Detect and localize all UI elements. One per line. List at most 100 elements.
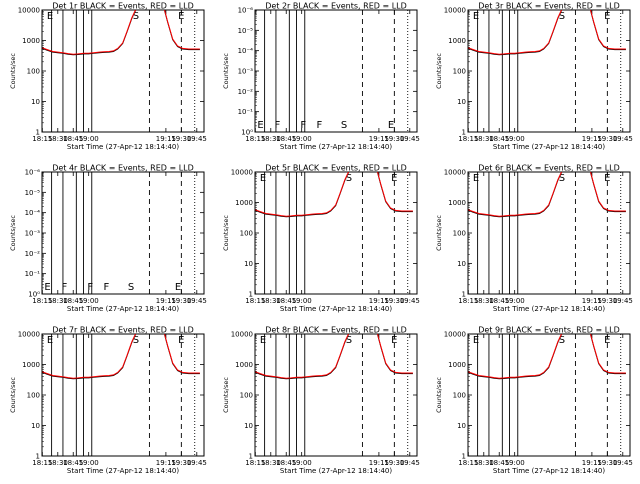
plot-frame bbox=[41, 171, 205, 295]
x-tick-label: 19:30 bbox=[597, 297, 617, 305]
x-tick-label: 19:45 bbox=[400, 459, 420, 467]
panel-det-3: Det 3r BLACK = Events, RED = LLD 1 10 100 10… bbox=[435, 2, 633, 152]
x-tick-label: 19:15 bbox=[582, 459, 602, 467]
x-tick-label: 19:45 bbox=[613, 297, 633, 305]
event-annotation: F bbox=[300, 120, 306, 131]
x-tick-label: 18:45 bbox=[489, 135, 509, 143]
x-tick-label: 19:15 bbox=[156, 135, 176, 143]
x-tick-label: 19:00 bbox=[292, 297, 312, 305]
panel-title: Det 6r BLACK = Events, RED = LLD bbox=[478, 164, 620, 173]
x-tick-label: 19:30 bbox=[171, 459, 191, 467]
y-axis-label: Counts/sec bbox=[435, 377, 443, 413]
series-lld bbox=[42, 334, 200, 379]
y-tick-label: 10 bbox=[457, 422, 466, 430]
x-tick-label: 19:30 bbox=[171, 135, 191, 143]
x-tick-label: 19:45 bbox=[400, 297, 420, 305]
y-tick-label: 10⁻² bbox=[25, 250, 41, 258]
y-tick-label: 10000 bbox=[18, 7, 40, 15]
x-tick-label: 18:30 bbox=[48, 459, 68, 467]
y-tick-label: 10000 bbox=[444, 169, 466, 177]
x-tick-label: 19:15 bbox=[369, 297, 389, 305]
panel-title: Det 2r BLACK = Events, RED = LLD bbox=[265, 2, 407, 11]
y-tick-label: 1 bbox=[462, 129, 466, 137]
event-annotation: E bbox=[604, 173, 610, 184]
event-annotation: E bbox=[388, 120, 394, 131]
y-tick-label: 10⁻⁴ bbox=[238, 47, 254, 55]
x-tick-label: 19:30 bbox=[384, 459, 404, 467]
y-tick-label: 10⁻⁶ bbox=[25, 169, 41, 177]
event-annotation: E bbox=[604, 11, 610, 22]
y-tick-label: 10⁻³ bbox=[25, 230, 41, 238]
y-tick-label: 10 bbox=[31, 422, 40, 430]
y-tick-label: 10⁻⁵ bbox=[25, 189, 41, 197]
event-annotation: S bbox=[559, 173, 565, 184]
series-lld bbox=[468, 334, 626, 379]
event-annotation: E bbox=[391, 335, 397, 346]
x-tick-label: 18:45 bbox=[63, 297, 83, 305]
event-annotation: E bbox=[178, 11, 184, 22]
event-annotation: S bbox=[128, 282, 134, 293]
event-annotation: E bbox=[473, 11, 479, 22]
panel-title: Det 5r BLACK = Events, RED = LLD bbox=[265, 164, 407, 173]
x-axis-label: Start Time (27-Apr-12 18:14:40) bbox=[493, 467, 605, 475]
x-tick-label: 19:30 bbox=[171, 297, 191, 305]
y-tick-label: 10⁻⁴ bbox=[25, 209, 41, 217]
event-annotation: E bbox=[260, 173, 266, 184]
x-tick-label: 18:15 bbox=[32, 135, 52, 143]
x-tick-label: 18:30 bbox=[48, 297, 68, 305]
x-tick-label: 18:15 bbox=[32, 297, 52, 305]
event-annotation: E bbox=[257, 120, 263, 131]
y-tick-label: 10⁻¹ bbox=[238, 108, 254, 116]
panel-det-4: Det 4r BLACK = Events, RED = LLD 10⁰ 10⁻¹ 1… bbox=[9, 164, 207, 314]
x-tick-label: 18:45 bbox=[63, 135, 83, 143]
x-tick-label: 19:30 bbox=[597, 459, 617, 467]
y-tick-label: 1000 bbox=[235, 199, 253, 207]
y-tick-label: 1000 bbox=[235, 361, 253, 369]
plot-frame bbox=[254, 9, 418, 133]
x-tick-label: 18:15 bbox=[245, 459, 265, 467]
plot-frame bbox=[467, 9, 631, 133]
y-tick-label: 100 bbox=[27, 392, 40, 400]
y-tick-label: 10 bbox=[457, 98, 466, 106]
x-tick-label: 19:45 bbox=[187, 459, 207, 467]
y-axis-label: Counts/sec bbox=[9, 53, 17, 89]
x-axis-label: Start Time (27-Apr-12 18:14:40) bbox=[280, 143, 392, 151]
x-tick-label: 18:15 bbox=[32, 459, 52, 467]
y-tick-label: 1 bbox=[249, 291, 253, 299]
y-tick-label: 1 bbox=[36, 129, 40, 137]
y-tick-label: 10000 bbox=[18, 331, 40, 339]
y-tick-label: 100 bbox=[240, 392, 253, 400]
x-tick-label: 19:15 bbox=[369, 459, 389, 467]
x-tick-label: 18:45 bbox=[489, 297, 509, 305]
x-tick-label: 19:15 bbox=[156, 297, 176, 305]
x-tick-label: 18:15 bbox=[458, 135, 478, 143]
event-annotation: E bbox=[44, 282, 50, 293]
event-annotation: S bbox=[341, 120, 347, 131]
series-lld bbox=[255, 172, 413, 217]
plot-frame bbox=[41, 9, 205, 133]
panel-det-5: Det 5r BLACK = Events, RED = LLD 1 10 100 10… bbox=[222, 164, 420, 314]
event-annotation: E bbox=[178, 335, 184, 346]
y-axis-label: Counts/sec bbox=[222, 53, 230, 89]
x-tick-label: 18:30 bbox=[474, 297, 494, 305]
panel-det-2: Det 2r BLACK = Events, RED = LLD 10⁰ 10⁻¹ 1… bbox=[222, 2, 420, 152]
y-tick-label: 10 bbox=[244, 422, 253, 430]
y-tick-label: 10000 bbox=[444, 7, 466, 15]
plot-frame bbox=[467, 171, 631, 295]
plot-frame bbox=[41, 333, 205, 457]
x-axis-label: Start Time (27-Apr-12 18:14:40) bbox=[67, 305, 179, 313]
x-axis-label: Start Time (27-Apr-12 18:14:40) bbox=[67, 143, 179, 151]
event-annotation: E bbox=[391, 173, 397, 184]
plot-frame bbox=[254, 171, 418, 295]
panel-title: Det 8r BLACK = Events, RED = LLD bbox=[265, 326, 407, 335]
y-tick-label: 1 bbox=[36, 453, 40, 461]
x-tick-label: 18:30 bbox=[474, 135, 494, 143]
x-tick-label: 19:30 bbox=[384, 135, 404, 143]
plot-frame bbox=[254, 333, 418, 457]
plot-frame bbox=[467, 333, 631, 457]
event-annotation: F bbox=[61, 282, 67, 293]
y-tick-label: 100 bbox=[240, 230, 253, 238]
x-tick-label: 18:45 bbox=[63, 459, 83, 467]
